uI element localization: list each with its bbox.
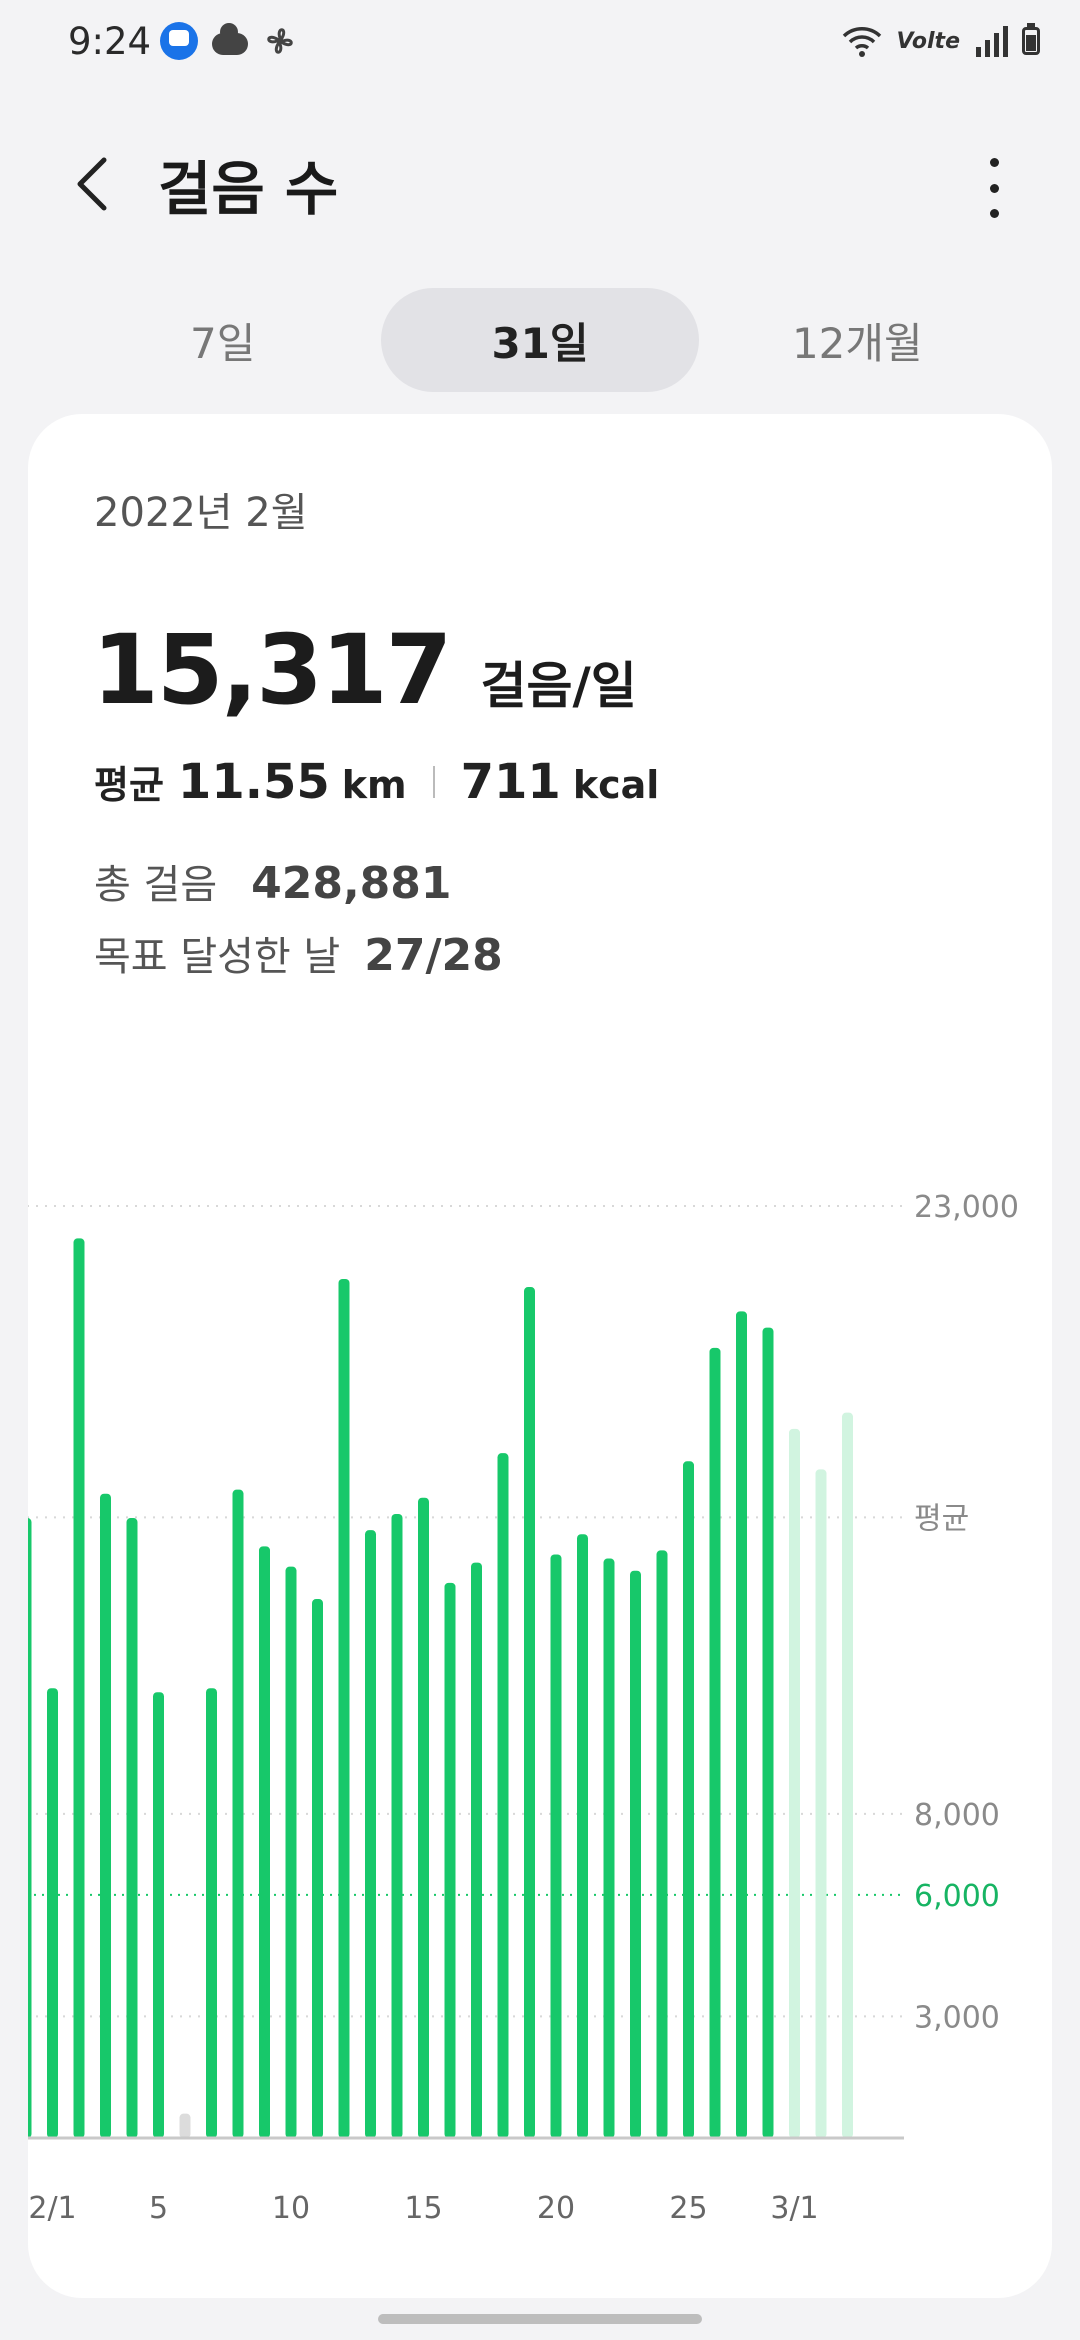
daily-steps-value: 15,317: [92, 614, 452, 726]
chart-bar: [365, 1530, 376, 2138]
x-tick-label: 3/1: [770, 2191, 818, 2226]
chart-bar: [815, 1469, 827, 2138]
status-left-icons: [160, 22, 298, 60]
cloud-icon: [212, 23, 248, 55]
chart-bar: [471, 1562, 482, 2138]
chart-bar: [656, 1550, 668, 2138]
tab-7-days[interactable]: 7일: [189, 318, 256, 368]
chart-bar: [444, 1582, 456, 2138]
daily-steps-unit: 걸음/일: [480, 657, 637, 715]
chart-bar: [683, 1461, 694, 2138]
chart-bar: [338, 1278, 350, 2138]
home-indicator[interactable]: [378, 2314, 702, 2324]
chart-bar: [709, 1347, 721, 2138]
steps-bar-chart[interactable]: 23,000 평균 8,000 6,000 3,000 2/1 5 10 15 20 25 3/1: [28, 414, 1052, 2298]
x-tick-label: 5: [149, 2191, 168, 2226]
y-tick-label: 3,000: [914, 2000, 1000, 2035]
chart-bar: [259, 1546, 270, 2138]
x-tick-label: 25: [669, 2191, 707, 2226]
tab-31-days[interactable]: 31일: [381, 288, 699, 392]
back-button[interactable]: [60, 152, 124, 216]
daily-steps-row: 15,317 걸음/일: [92, 614, 637, 726]
average-calories: 711: [460, 754, 561, 810]
chart-bar: [418, 1497, 429, 2138]
chart-bar: [206, 1688, 217, 2138]
chart-bar: [630, 1570, 641, 2138]
status-bar: 9:24 Volte: [0, 0, 1080, 84]
chart-bar: [789, 1428, 800, 2138]
steps-card: 2022년 2월 15,317 걸음/일 평균 11.55 km 711 kca…: [28, 414, 1052, 2298]
fan-icon: [267, 28, 293, 54]
battery-icon: [1022, 23, 1040, 55]
chart-bar: [100, 1493, 111, 2138]
x-tick-label: 20: [537, 2191, 575, 2226]
goal-days-row: 목표 달성한 날 27/28: [94, 924, 503, 982]
average-distance: 11.55: [177, 754, 330, 810]
chart-bar: [524, 1287, 535, 2138]
app-notification-icon: [160, 22, 198, 60]
chevron-left-icon: [77, 157, 107, 211]
chart-bar: [47, 1688, 58, 2138]
y-tick-label: 8,000: [914, 1798, 1000, 1833]
more-dot: [989, 183, 999, 193]
signal-icon: [976, 26, 1008, 57]
app-bar: 걸음 수: [0, 130, 1080, 240]
goal-tick-label: 6,000: [914, 1879, 1000, 1914]
y-tick-label: 평균: [914, 1501, 969, 1536]
chart-bar: [736, 1311, 747, 2138]
more-vertical-icon: [989, 158, 999, 167]
chart-bar: [550, 1554, 562, 2138]
chart-bar: [232, 1489, 244, 2138]
chart-bar: [842, 1412, 853, 2138]
x-tick-label: 15: [404, 2191, 442, 2226]
more-dot: [989, 209, 999, 218]
chart-bar: [179, 2113, 191, 2138]
chart-bar: [577, 1534, 588, 2138]
total-steps-value: 428,881: [251, 858, 452, 909]
chart-bar: [285, 1566, 297, 2138]
chart-bar: [391, 1513, 403, 2138]
tab-12-months[interactable]: 12개월: [791, 318, 923, 368]
chart-bar: [28, 1518, 32, 2138]
total-steps-label: 총 걸음: [94, 862, 218, 908]
status-time: 9:24: [68, 20, 152, 63]
page-title: 걸음 수: [158, 155, 339, 223]
chart-bar: [762, 1327, 774, 2138]
distance-unit: km: [341, 763, 407, 807]
divider: [432, 766, 435, 798]
chart-bar: [603, 1558, 615, 2138]
goal-days-label: 목표 달성한 날: [94, 934, 341, 980]
chart-bar: [153, 1692, 164, 2138]
total-steps-row: 총 걸음 428,881: [94, 852, 452, 910]
goal-days-value: 27/28: [364, 930, 503, 981]
calorie-unit: kcal: [572, 763, 660, 807]
chart-bar: [312, 1599, 323, 2138]
x-tick-label: 10: [272, 2191, 310, 2226]
chart-bar: [73, 1238, 85, 2138]
period-tabs: 7일 31일 12개월: [64, 288, 1016, 392]
more-options-button[interactable]: [968, 158, 1020, 218]
x-tick-label: 2/1: [28, 2191, 76, 2226]
volte-icon: Volte: [896, 28, 960, 54]
average-label: 평균: [94, 763, 164, 807]
period-label: 2022년 2월: [94, 490, 308, 536]
chart-bar: [497, 1453, 509, 2138]
chart-bar: [126, 1518, 138, 2138]
status-right-icons: Volte: [842, 23, 1040, 58]
average-row: 평균 11.55 km 711 kcal: [94, 754, 659, 810]
wifi-icon: [843, 27, 882, 57]
y-tick-label: 23,000: [914, 1190, 1019, 1225]
